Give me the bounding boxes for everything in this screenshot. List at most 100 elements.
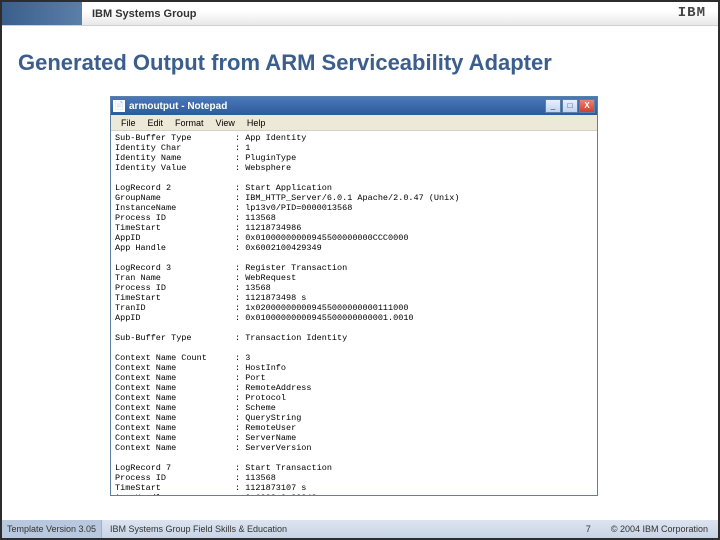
minimize-button[interactable]: _ (545, 99, 561, 113)
header-group-title: IBM Systems Group (82, 8, 197, 20)
log-key: Process ID (115, 213, 235, 223)
log-key: Context Name Count (115, 353, 235, 363)
log-row: Context NameRemoteUser (115, 423, 593, 433)
log-value: 0x01000000000945500000000001.0010 (235, 313, 414, 323)
menu-edit[interactable]: Edit (142, 118, 170, 128)
header-stripe (2, 2, 82, 25)
notepad-title: armoutput - Notepad (129, 101, 545, 112)
log-key: TranID (115, 303, 235, 313)
log-value: 0x6002100429349 (235, 243, 322, 253)
footer-copyright: © 2004 IBM Corporation (611, 524, 718, 534)
log-value: 1121873107 s (235, 483, 306, 493)
notepad-titlebar[interactable]: 📄 armoutput - Notepad _ □ X (111, 97, 597, 115)
log-key: AppID (115, 233, 235, 243)
log-value: Port (235, 373, 266, 383)
log-value: QueryString (235, 413, 301, 423)
log-row: Identity NamePluginType (115, 153, 593, 163)
menu-file[interactable]: File (115, 118, 142, 128)
log-row: Context Name Count3 (115, 353, 593, 363)
log-value: Register Transaction (235, 263, 347, 273)
log-value: 3 (235, 353, 250, 363)
log-row: Context NameServerName (115, 433, 593, 443)
log-row: Identity ValueWebsphere (115, 163, 593, 173)
log-row: TimeStart1121873107 s (115, 483, 593, 493)
log-value: Start Application (235, 183, 332, 193)
log-key: Context Name (115, 363, 235, 373)
log-row: Identity Char1 (115, 143, 593, 153)
blank-line (115, 253, 593, 263)
log-row: LogRecord 3Register Transaction (115, 263, 593, 273)
log-value: IBM_HTTP_Server/6.0.1 Apache/2.0.47 (Uni… (235, 193, 459, 203)
log-key: Context Name (115, 383, 235, 393)
log-value: Protocol (235, 393, 286, 403)
log-row: Tran NameWebRequest (115, 273, 593, 283)
log-value: ServerName (235, 433, 296, 443)
log-key: Context Name (115, 373, 235, 383)
header-bar: IBM Systems Group IBM (2, 2, 718, 26)
menu-help[interactable]: Help (241, 118, 272, 128)
log-value: 1121873498 s (235, 293, 306, 303)
blank-line (115, 343, 593, 353)
notepad-window: 📄 armoutput - Notepad _ □ X File Edit Fo… (110, 96, 598, 496)
log-value: 113568 (235, 473, 276, 483)
log-value: PluginType (235, 153, 296, 163)
log-key: Context Name (115, 393, 235, 403)
footer-center: IBM Systems Group Field Skills & Educati… (102, 524, 566, 534)
log-row: InstanceNamelp13v0/PID=0000013568 (115, 203, 593, 213)
log-value: 0x6002.0.29349 (235, 493, 317, 495)
log-value: ServerVersion (235, 443, 312, 453)
log-row: Context NameHostInfo (115, 363, 593, 373)
log-key: LogRecord 3 (115, 263, 235, 273)
footer-page-number: 7 (566, 524, 611, 534)
log-row: LogRecord 2Start Application (115, 183, 593, 193)
log-key: Sub-Buffer Type (115, 133, 235, 143)
log-key: TimeStart (115, 483, 235, 493)
log-key: Identity Value (115, 163, 235, 173)
log-key: Process ID (115, 283, 235, 293)
menu-format[interactable]: Format (169, 118, 210, 128)
blank-line (115, 323, 593, 333)
slide: IBM Systems Group IBM Generated Output f… (2, 2, 718, 538)
close-button[interactable]: X (579, 99, 595, 113)
log-key: Sub-Buffer Type (115, 333, 235, 343)
footer-version: Template Version 3.05 (2, 520, 102, 538)
maximize-button[interactable]: □ (562, 99, 578, 113)
log-key: TimeStart (115, 293, 235, 303)
log-row: Context NameServerVersion (115, 443, 593, 453)
log-key: GroupName (115, 193, 235, 203)
ibm-logo: IBM (678, 5, 706, 21)
log-key: Process ID (115, 473, 235, 483)
log-row: Context NamePort (115, 373, 593, 383)
page-title: Generated Output from ARM Serviceability… (2, 26, 718, 88)
log-row: App Handle0x6002100429349 (115, 243, 593, 253)
log-row: Process ID13568 (115, 283, 593, 293)
log-key: LogRecord 7 (115, 463, 235, 473)
log-row: Context NameProtocol (115, 393, 593, 403)
log-value: Start Transaction (235, 463, 332, 473)
log-row: Process ID113568 (115, 473, 593, 483)
log-key: InstanceName (115, 203, 235, 213)
log-key: Tran Name (115, 273, 235, 283)
log-row: GroupNameIBM_HTTP_Server/6.0.1 Apache/2.… (115, 193, 593, 203)
log-row: Context NameScheme (115, 403, 593, 413)
log-key: AppID (115, 313, 235, 323)
window-controls: _ □ X (545, 99, 595, 113)
log-value: WebRequest (235, 273, 296, 283)
menu-view[interactable]: View (210, 118, 241, 128)
log-key: Context Name (115, 423, 235, 433)
log-key: App Handle (115, 493, 235, 495)
log-value: RemoteAddress (235, 383, 312, 393)
notepad-text-area[interactable]: Sub-Buffer TypeApp IdentityIdentity Char… (111, 131, 597, 495)
log-row: TimeStart11218734986 (115, 223, 593, 233)
log-key: LogRecord 2 (115, 183, 235, 193)
log-row: AppID0x01000000000945500000000CCC0000 (115, 233, 593, 243)
log-row: AppID0x01000000000945500000000001.0010 (115, 313, 593, 323)
log-value: Transaction Identity (235, 333, 347, 343)
log-value: lp13v0/PID=0000013568 (235, 203, 352, 213)
blank-line (115, 453, 593, 463)
notepad-icon: 📄 (113, 100, 125, 112)
log-key: TimeStart (115, 223, 235, 233)
log-key: Identity Name (115, 153, 235, 163)
log-value: Scheme (235, 403, 276, 413)
log-value: App Identity (235, 133, 306, 143)
